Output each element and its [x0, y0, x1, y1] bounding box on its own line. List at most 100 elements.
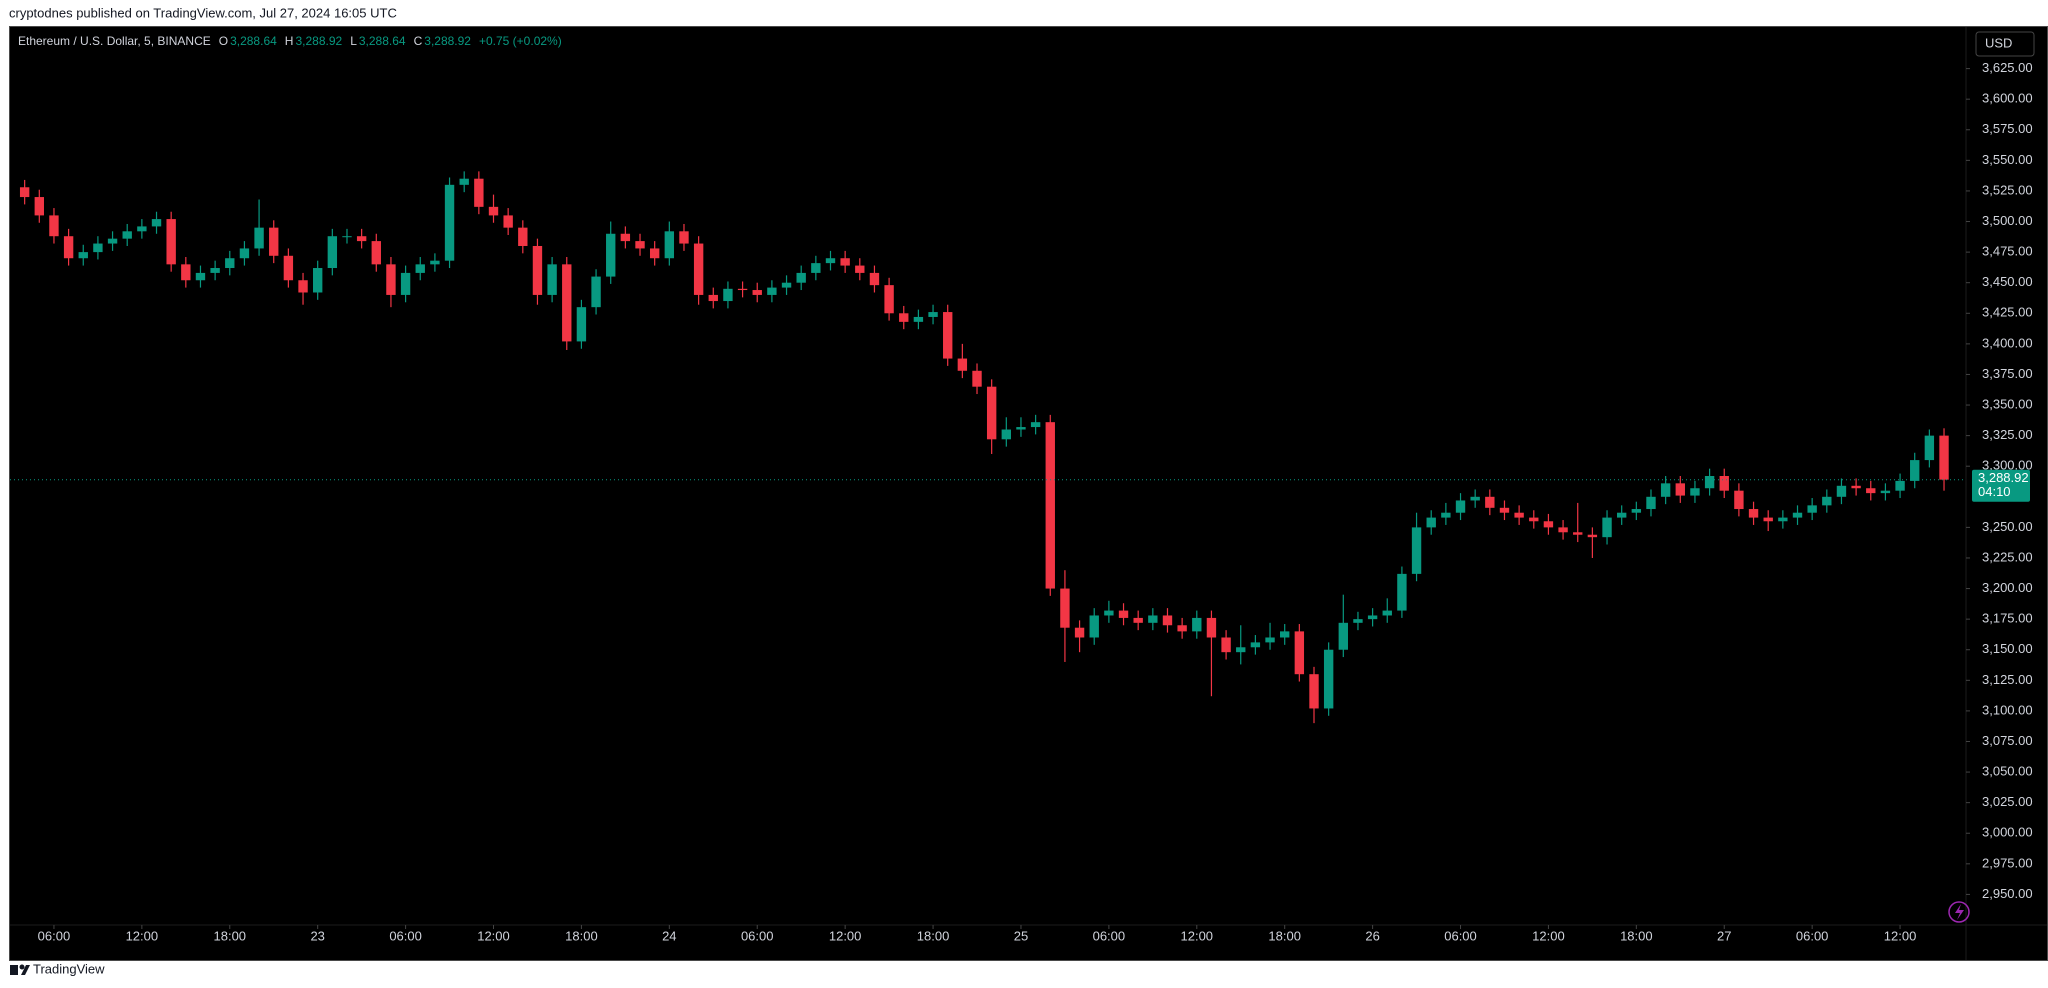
candle-body [356, 236, 367, 242]
candle-body [1558, 527, 1568, 533]
candle-body [899, 313, 909, 322]
y-tick-label: 3,325.00 [1982, 427, 2033, 442]
x-tick-label: 12:00 [1532, 928, 1565, 943]
change-value: +0.75 (+0.02%) [478, 34, 562, 48]
candle-body [1353, 619, 1363, 623]
alert-bolt [1955, 904, 1964, 920]
x-tick-label: 12:00 [829, 928, 862, 943]
y-tick-label: 3,075.00 [1982, 733, 2033, 748]
candle-body [444, 184, 455, 261]
currency-button[interactable] [1975, 31, 2035, 57]
footer-brand: TradingView [33, 961, 105, 976]
candle-body [283, 255, 294, 281]
candle-body [1866, 488, 1876, 494]
x-tick-label: 25 [1014, 928, 1028, 943]
candle-body [1411, 527, 1422, 574]
candle-body [269, 227, 279, 256]
h-label: H [284, 34, 294, 48]
candle-body [239, 248, 250, 259]
candle-body [459, 178, 469, 185]
y-tick-label: 3,350.00 [1982, 396, 2033, 411]
symbol-title: Ethereum / U.S. Dollar, 5, BINANCE [18, 34, 211, 48]
candle-body [1470, 496, 1480, 501]
candle-body [225, 258, 235, 269]
x-tick-label: 12:00 [126, 928, 159, 943]
candle-body [1778, 517, 1788, 522]
x-tick-label: 12:00 [1884, 928, 1917, 943]
y-tick-label: 2,950.00 [1982, 886, 2033, 901]
candle-body [1236, 647, 1246, 653]
y-tick-label: 2,975.00 [1982, 855, 2033, 870]
candle-body [1910, 460, 1920, 481]
candle-body [1426, 517, 1436, 528]
candle-body [327, 236, 338, 269]
candle-body [1367, 615, 1378, 620]
currency-label: USD [1985, 35, 2012, 50]
countdown-label: 04:10 [1978, 484, 2011, 499]
candle-body [342, 236, 352, 238]
candle-body [591, 276, 601, 308]
candle-body [913, 316, 924, 322]
o-value: 3,288.64 [230, 34, 277, 48]
candle-body [957, 358, 968, 371]
candle-body [1162, 615, 1173, 626]
candle-body [1631, 509, 1642, 513]
candle-body [181, 264, 191, 281]
x-tick-label: 18:00 [1620, 928, 1653, 943]
candle-body [34, 197, 44, 216]
candle-body [1602, 517, 1612, 538]
candle-body [474, 178, 484, 207]
x-tick-label: 06:00 [389, 928, 422, 943]
candle-body [1221, 637, 1231, 653]
alert-icon[interactable] [1948, 901, 1970, 923]
y-tick-label: 3,525.00 [1982, 182, 2033, 197]
candle-body [1118, 610, 1129, 618]
candle-body [781, 282, 792, 288]
y-tick-label: 3,250.00 [1982, 519, 2033, 534]
candle-body [1382, 610, 1392, 616]
candle-body [855, 265, 865, 273]
candle-body [1323, 649, 1334, 709]
candle-body [723, 288, 733, 302]
candle-body [1338, 622, 1348, 650]
candle-body [943, 312, 953, 359]
c-label: C [413, 34, 423, 48]
y-tick-label: 3,500.00 [1982, 213, 2033, 228]
candle-body [576, 307, 587, 342]
y-tick-label: 3,425.00 [1982, 305, 2033, 320]
candle-body [1397, 573, 1407, 611]
candle-body [1822, 496, 1832, 506]
candle-body [547, 264, 557, 295]
candle-body [1206, 617, 1217, 638]
y-tick-label: 3,025.00 [1982, 794, 2033, 809]
o-label: O [218, 34, 229, 48]
candle-body [1016, 427, 1026, 430]
x-tick-label: 12:00 [1181, 928, 1214, 943]
candle-body [1616, 512, 1627, 518]
candle-body [1734, 490, 1744, 510]
candle-body [254, 227, 264, 249]
candle-body [1660, 483, 1671, 497]
candle-body [1499, 507, 1510, 513]
candle-body [137, 226, 147, 232]
candle-body [210, 268, 220, 273]
publish-note: cryptodnes published on TradingView.com,… [9, 5, 397, 20]
candle-body [635, 241, 645, 249]
candle-body [1455, 500, 1466, 513]
candle-body [1690, 488, 1700, 496]
candle-body [1646, 496, 1656, 510]
candle-body [1104, 610, 1114, 616]
candle-body [649, 248, 660, 259]
y-tick-label: 3,200.00 [1982, 580, 2033, 595]
footer-logo [10, 964, 30, 975]
x-tick-label: 26 [1365, 928, 1379, 943]
x-tick-label: 06:00 [1444, 928, 1477, 943]
candle-body [562, 264, 572, 342]
candle-body [1880, 490, 1891, 494]
y-tick-label: 3,550.00 [1982, 152, 2033, 167]
candle-body [840, 258, 850, 266]
candle-body [1001, 429, 1012, 440]
candle-body [1294, 631, 1305, 675]
candle-body [386, 264, 396, 295]
candle-body [737, 288, 748, 291]
